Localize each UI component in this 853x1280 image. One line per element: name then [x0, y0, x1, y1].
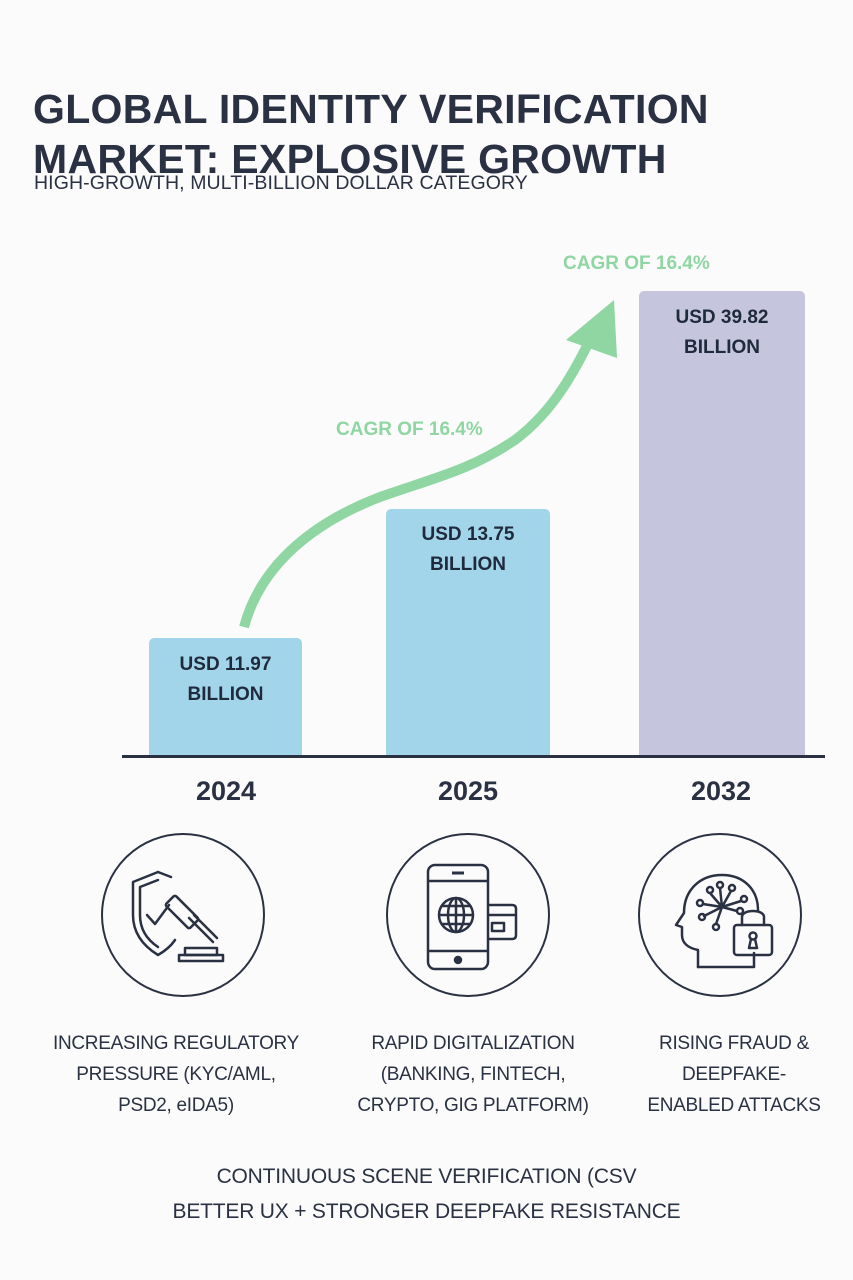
fraud-icon-circle [638, 833, 802, 997]
bar-unit: BILLION [187, 684, 264, 705]
x-tick-2025: 2025 [437, 776, 499, 806]
bar-value: USD 13.75 [421, 524, 515, 545]
driver-line: DEEPFAKE- [682, 1064, 786, 1085]
driver-line: RAPID DIGITALIZATION [371, 1033, 575, 1054]
bar-label-2024: USD 11.97 BILLION [149, 650, 302, 710]
driver-label-digitalization: RAPID DIGITALIZATION (BANKING, FINTECH, … [333, 1028, 613, 1121]
bar-value: USD 39.82 [675, 307, 769, 328]
digitalization-icon-circle [386, 833, 550, 997]
driver-label-fraud: RISING FRAUD & DEEPFAKE- ENABLED ATTACKS [594, 1028, 853, 1121]
bar-2024: USD 11.97 BILLION [149, 638, 302, 756]
page-subtitle: HIGH-GROWTH, MULTI-BILLION DOLLAR CATEGO… [34, 172, 528, 194]
x-axis-line [122, 755, 825, 758]
driver-line: INCREASING REGULATORY [52, 1033, 300, 1054]
bar-label-2025: USD 13.75 BILLION [386, 520, 550, 580]
bar-value: USD 11.97 [179, 654, 272, 675]
title-line-1: GLOBAL IDENTITY VERIFICATION [33, 86, 709, 132]
regulatory-icon-circle [101, 833, 265, 997]
bar-unit: BILLION [684, 337, 760, 358]
driver-line: CRYPTO, GIG PLATFORM) [357, 1095, 589, 1116]
page-title: GLOBAL IDENTITY VERIFICATION MARKET: EXP… [33, 84, 833, 184]
x-tick-2032: 2032 [690, 776, 752, 806]
driver-line: (BANKING, FINTECH, [380, 1064, 566, 1085]
title-line-2: MARKET: EXPLOSIVE GROWTH [33, 136, 667, 182]
bar-unit: BILLION [430, 554, 506, 575]
cagr-annotation-top: CAGR OF 16.4% [563, 253, 710, 274]
cagr-annotation-mid: CAGR OF 16.4% [336, 419, 483, 440]
growth-arrow-icon [239, 300, 617, 629]
driver-line: PSD2, eIDA5) [118, 1095, 234, 1116]
driver-line: ENABLED ATTACKS [647, 1095, 821, 1116]
footer-line-1: CONTINUOUS SCENE VERIFICATION (CSV [216, 1165, 637, 1188]
bar-2032: USD 39.82 BILLION [639, 291, 805, 756]
head-circuit-lock-icon [674, 873, 774, 969]
driver-line: RISING FRAUD & [659, 1033, 809, 1054]
smartphone-globe-card-icon [426, 863, 518, 971]
bar-label-2032: USD 39.82 BILLION [639, 303, 805, 363]
driver-line: PRESSURE (KYC/AML, [76, 1064, 276, 1085]
driver-label-regulatory: INCREASING REGULATORY PRESSURE (KYC/AML,… [36, 1028, 316, 1121]
shield-gavel-icon [131, 870, 225, 963]
x-tick-2024: 2024 [195, 776, 257, 806]
bar-2025: USD 13.75 BILLION [386, 509, 550, 756]
footer-line-2: BETTER UX + STRONGER DEEPFAKE RESISTANCE [172, 1200, 681, 1223]
